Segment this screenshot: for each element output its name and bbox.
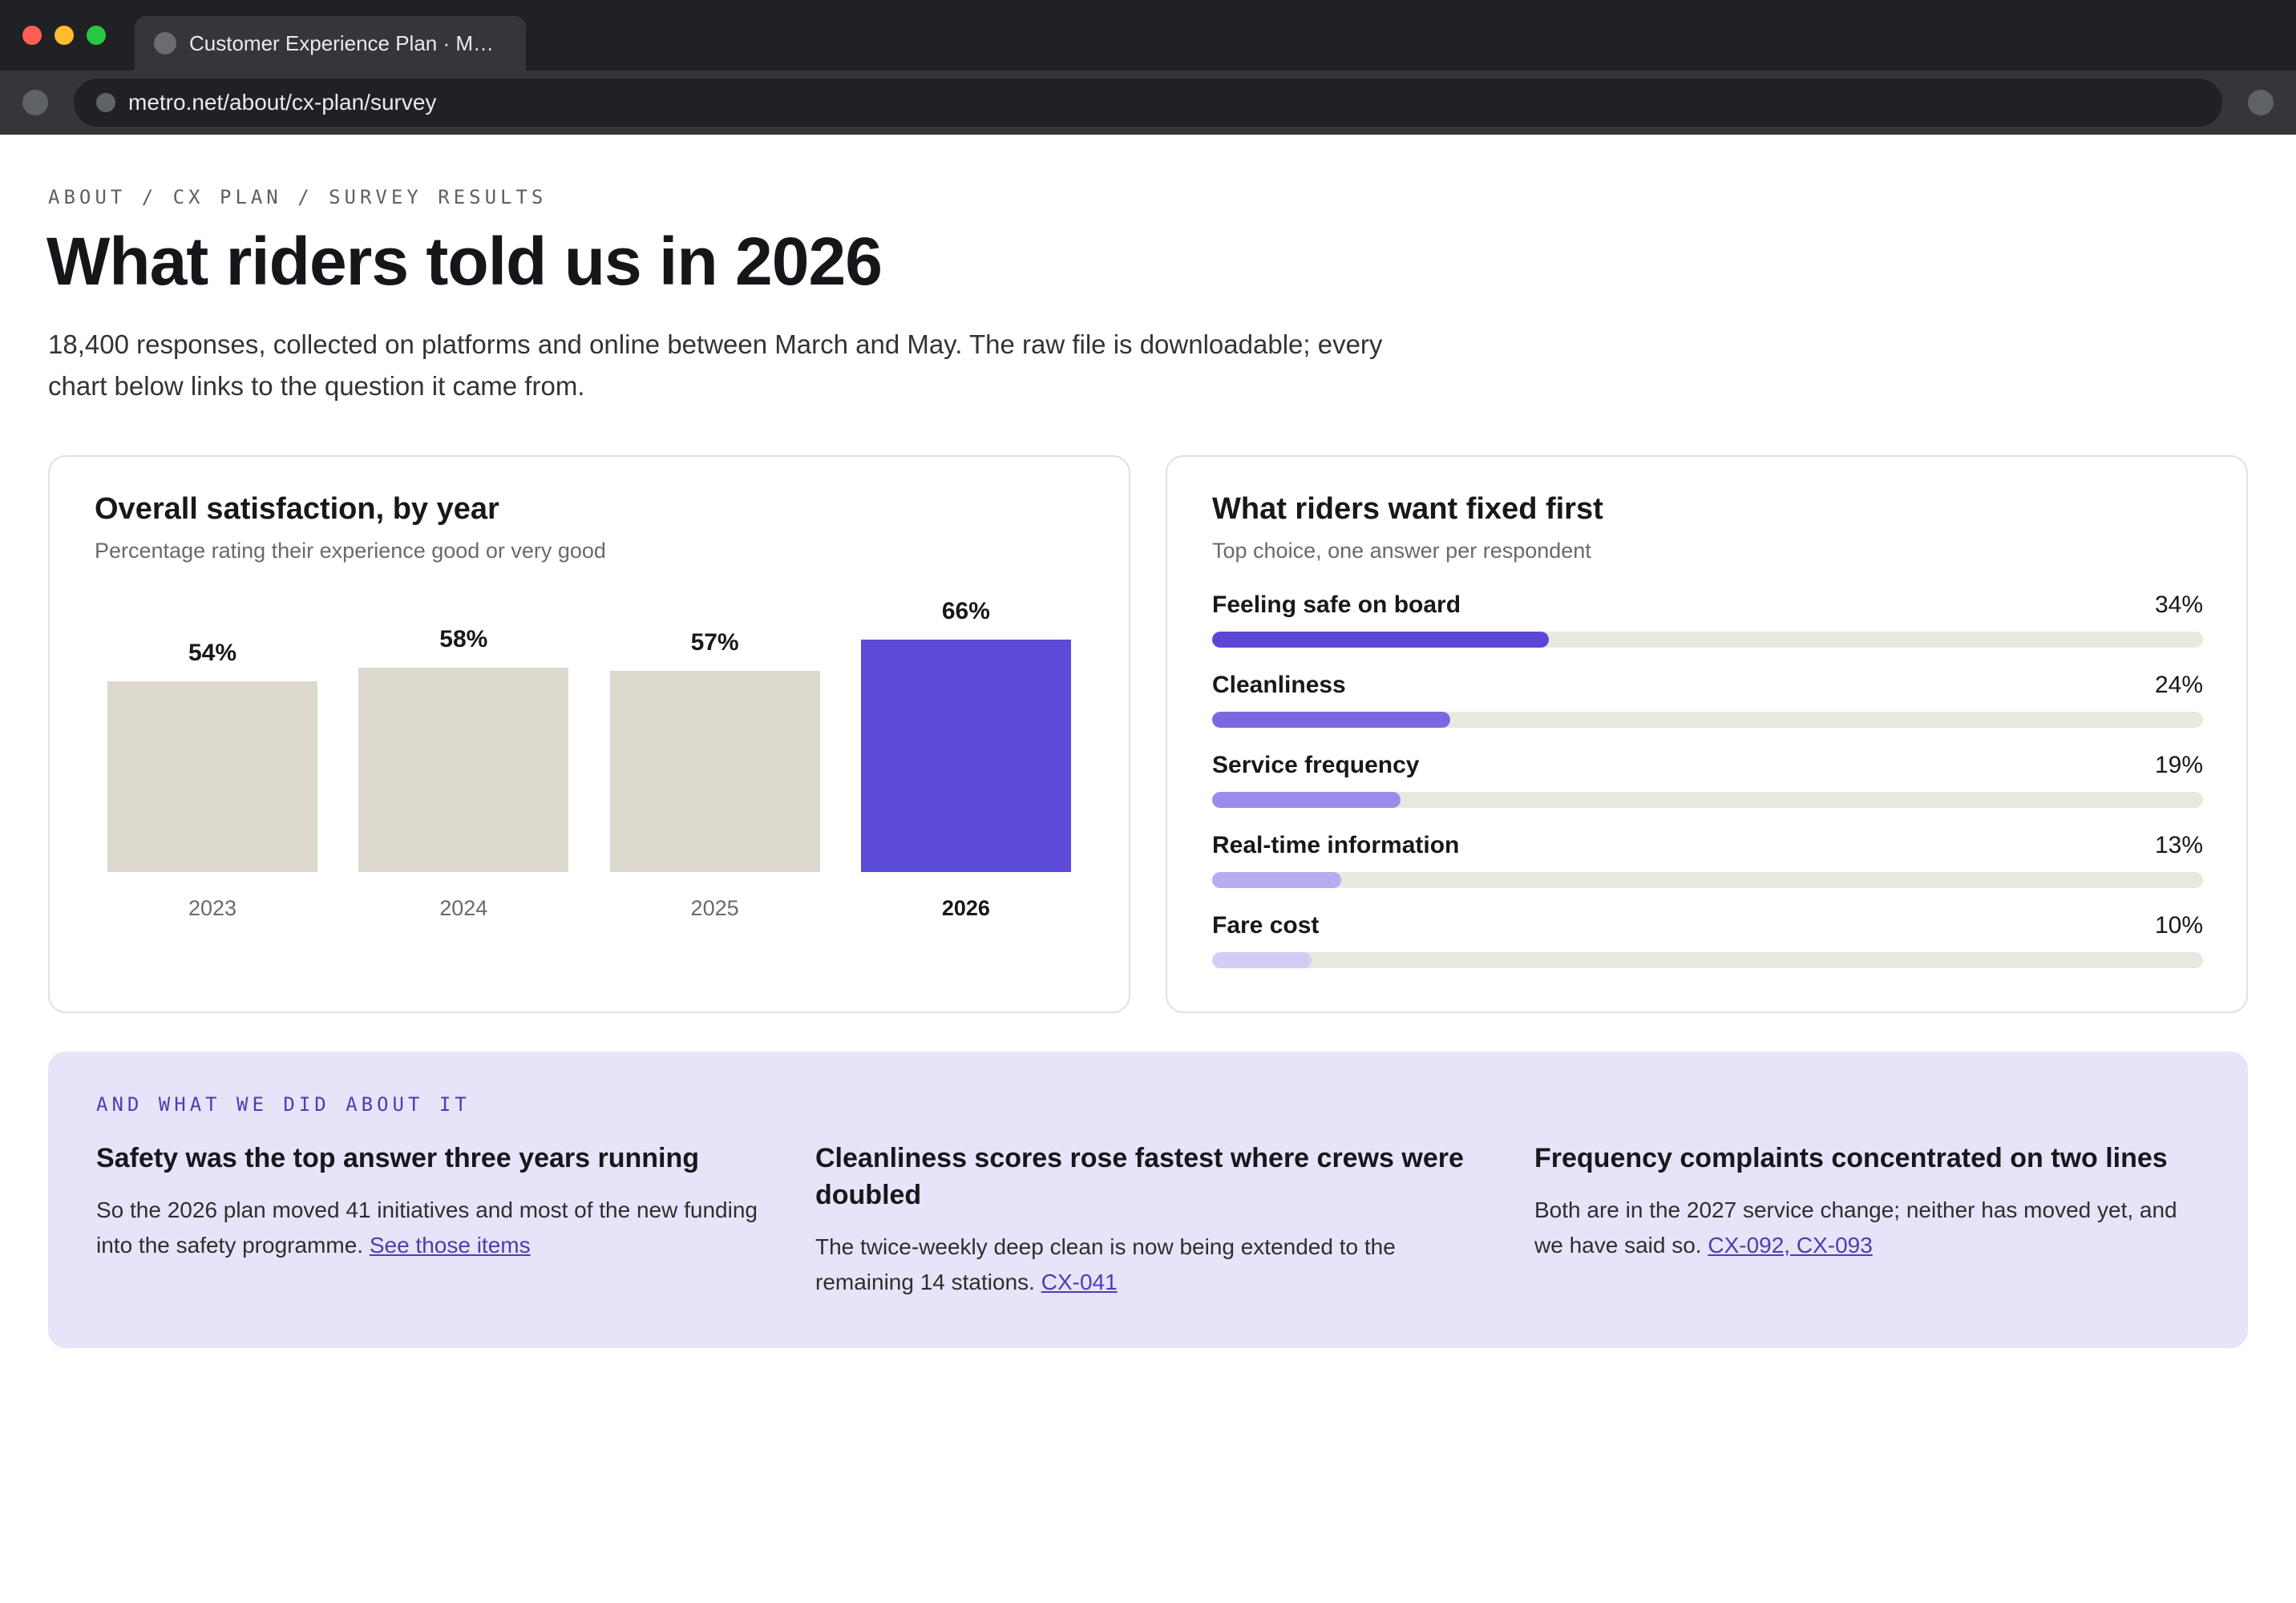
satisfaction-bar-chart: 54% 2023 58% 2024 57% 2025 66% 2026 bbox=[95, 585, 1085, 1002]
browser-titlebar: Customer Experience Plan · M… bbox=[0, 0, 2296, 71]
bar-2023 bbox=[107, 681, 317, 872]
satisfaction-card: Overall satisfaction, by year Percentage… bbox=[48, 455, 1130, 1013]
priority-label: Feeling safe on board bbox=[1212, 592, 1461, 618]
priority-bar-track bbox=[1212, 632, 2203, 648]
priorities-subtitle: Top choice, one answer per respondent bbox=[1212, 539, 1591, 563]
tab-title: Customer Experience Plan · M… bbox=[189, 31, 495, 55]
bar-category-label: 2024 bbox=[439, 896, 488, 920]
priority-label: Cleanliness bbox=[1212, 672, 1346, 698]
priority-bar-track bbox=[1212, 792, 2203, 808]
priority-percentage: 13% bbox=[2154, 832, 2203, 858]
bar-value-label: 54% bbox=[188, 640, 237, 667]
browser-menu-icon[interactable] bbox=[2248, 90, 2274, 115]
priority-bar-fill bbox=[1212, 632, 1550, 648]
bar-value-label: 58% bbox=[439, 625, 488, 652]
priority-label: Service frequency bbox=[1212, 752, 1420, 778]
bar-category-label: 2023 bbox=[188, 896, 237, 920]
priority-bar-fill bbox=[1212, 792, 1401, 808]
priority-label: Real-time information bbox=[1212, 832, 1460, 858]
bar-2026 bbox=[860, 639, 1071, 872]
address-bar[interactable]: metro.net/about/cx-plan/survey bbox=[74, 79, 2222, 127]
callout-column-title: Cleanliness scores rose fastest where cr… bbox=[815, 1143, 1464, 1210]
priority-percentage: 34% bbox=[2154, 592, 2203, 618]
priority-bar-track bbox=[1212, 872, 2203, 888]
intro-paragraph: 18,400 responses, collected on platforms… bbox=[48, 329, 1383, 401]
priority-percentage: 10% bbox=[2154, 912, 2203, 939]
priority-bar-track bbox=[1212, 712, 2203, 728]
priority-bar-fill bbox=[1212, 952, 1312, 968]
satisfaction-title: Overall satisfaction, by year bbox=[95, 492, 499, 526]
priority-label: Fare cost bbox=[1212, 912, 1320, 939]
priorities-card: What riders want fixed first Top choice,… bbox=[1166, 455, 2248, 1013]
callout-eyebrow: AND WHAT WE DID ABOUT IT bbox=[96, 1093, 471, 1116]
bar-2024 bbox=[358, 667, 569, 872]
priority-item: Feeling safe on board 34% bbox=[1212, 592, 2203, 672]
maximize-window-button[interactable] bbox=[87, 26, 106, 45]
callout-column-body: Both are in the 2027 service change; nei… bbox=[1534, 1193, 2208, 1263]
priority-item: Fare cost 10% bbox=[1212, 912, 2203, 992]
priority-bar-fill bbox=[1212, 872, 1341, 888]
breadcrumb: ABOUT / CX PLAN / SURVEY RESULTS bbox=[48, 186, 548, 208]
priority-bar-fill bbox=[1212, 712, 1450, 728]
callout-column-cleanliness: Cleanliness scores rose fastest where cr… bbox=[815, 1140, 1489, 1300]
see-items-link[interactable]: See those items bbox=[369, 1233, 531, 1258]
callout-column-title: Safety was the top answer three years ru… bbox=[96, 1143, 700, 1173]
callout-column-frequency: Frequency complaints concentrated on two… bbox=[1534, 1140, 2208, 1263]
callout-body-text: Both are in the 2027 service change; nei… bbox=[1534, 1197, 2177, 1258]
priority-percentage: 19% bbox=[2154, 752, 2203, 778]
priority-percentage: 24% bbox=[2154, 672, 2203, 698]
satisfaction-subtitle: Percentage rating their experience good … bbox=[95, 539, 606, 563]
bar-value-label: 57% bbox=[690, 629, 739, 656]
actions-callout: AND WHAT WE DID ABOUT IT Safety was the … bbox=[48, 1052, 2248, 1348]
callout-column-body: The twice-weekly deep clean is now being… bbox=[815, 1230, 1489, 1300]
browser-toolbar: metro.net/about/cx-plan/survey bbox=[0, 71, 2296, 135]
priority-bar-track bbox=[1212, 952, 2203, 968]
bar-category-label: 2025 bbox=[690, 896, 739, 920]
callout-body-text: The twice-weekly deep clean is now being… bbox=[815, 1234, 1396, 1294]
close-window-button[interactable] bbox=[22, 26, 42, 45]
callout-column-body: So the 2026 plan moved 41 initiatives an… bbox=[96, 1193, 770, 1263]
callout-body-text: So the 2026 plan moved 41 initiatives an… bbox=[96, 1197, 758, 1258]
favicon-icon bbox=[154, 32, 176, 55]
back-button-icon[interactable] bbox=[22, 90, 48, 115]
callout-column-title: Frequency complaints concentrated on two… bbox=[1534, 1143, 2168, 1173]
priority-item: Service frequency 19% bbox=[1212, 752, 2203, 832]
browser-tab[interactable]: Customer Experience Plan · M… bbox=[135, 16, 526, 71]
cx-092-093-link[interactable]: CX-092, CX-093 bbox=[1708, 1233, 1873, 1258]
url-text[interactable]: metro.net/about/cx-plan/survey bbox=[128, 90, 437, 115]
site-info-icon[interactable] bbox=[96, 93, 115, 112]
bar-2025 bbox=[609, 671, 820, 872]
priority-item: Cleanliness 24% bbox=[1212, 672, 2203, 752]
priorities-list: Feeling safe on board 34% Cleanliness 24% Se… bbox=[1212, 592, 2203, 992]
page-content: ABOUT / CX PLAN / SURVEY RESULTS What ri… bbox=[0, 135, 2296, 1603]
callout-column-safety: Safety was the top answer three years ru… bbox=[96, 1140, 770, 1263]
priorities-title: What riders want fixed first bbox=[1212, 492, 1603, 526]
priority-item: Real-time information 13% bbox=[1212, 832, 2203, 912]
bar-value-label: 66% bbox=[941, 597, 990, 624]
minimize-window-button[interactable] bbox=[55, 26, 74, 45]
bar-category-label: 2026 bbox=[941, 896, 990, 920]
cx-041-link[interactable]: CX-041 bbox=[1041, 1270, 1118, 1294]
page-title: What riders told us in 2026 bbox=[46, 224, 883, 299]
